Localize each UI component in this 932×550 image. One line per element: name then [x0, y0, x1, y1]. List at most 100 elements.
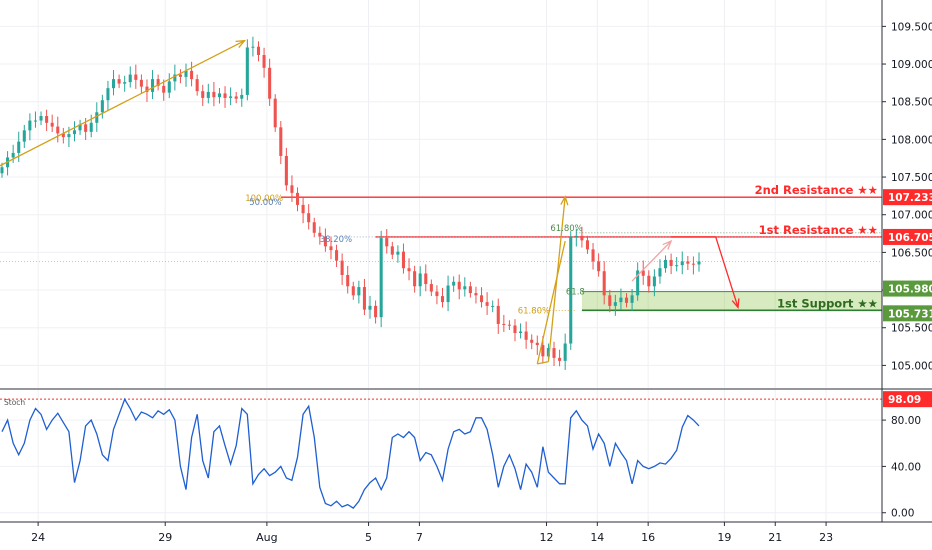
candle-body	[541, 345, 545, 357]
candle-body	[680, 261, 684, 266]
candle-body	[641, 270, 645, 276]
candle-body	[95, 112, 99, 123]
candle-body	[190, 70, 194, 80]
candle-body	[664, 259, 668, 269]
candle-body	[697, 261, 701, 265]
candle-body	[212, 91, 216, 98]
support-zone-price-badge: 105.980	[888, 284, 932, 296]
stoch-y-tick-label: 40.00	[891, 461, 921, 473]
candle-body	[440, 296, 445, 303]
fib-label: 61.80%	[550, 224, 582, 234]
fib-label: 61.80%	[518, 306, 550, 316]
fib-label: 38.20%	[320, 235, 352, 245]
resistance-1-label: 1st Resistance ★★	[759, 223, 878, 237]
candle-body	[301, 204, 305, 214]
candle-body	[39, 116, 43, 121]
forecast-arrow	[715, 236, 739, 308]
candles	[0, 36, 701, 370]
candle-body	[195, 79, 199, 92]
x-tick-label: 16	[641, 531, 655, 544]
candle-body	[468, 286, 472, 294]
candle-body	[346, 274, 350, 287]
candle-body	[669, 259, 673, 266]
candle-body	[418, 273, 422, 287]
candle-body	[452, 281, 456, 286]
candle-body	[262, 54, 266, 68]
fib-leg	[536, 240, 566, 365]
x-tick-label: 12	[539, 531, 553, 544]
candle-body	[390, 246, 394, 255]
candle-body	[619, 297, 623, 303]
trend-arrow-head	[235, 39, 247, 48]
x-tick-label: 23	[819, 531, 833, 544]
candle-body	[608, 295, 612, 306]
candle-body	[602, 271, 606, 296]
candle-body	[580, 235, 584, 241]
candle-body	[485, 302, 489, 306]
candle-body	[530, 339, 534, 343]
level-labels: 107.233 106.705 105.980 105.731 98.09 2nd Res…	[755, 183, 932, 408]
candle-body	[223, 93, 227, 98]
candle-body	[89, 122, 93, 132]
candle-body	[585, 240, 590, 250]
candle-body	[368, 305, 372, 310]
candle-body	[206, 91, 210, 98]
candle-body	[658, 268, 662, 277]
candle-body	[513, 325, 517, 334]
candle-body	[50, 122, 54, 127]
candle-body	[569, 236, 573, 344]
candle-body	[413, 271, 417, 287]
stoch-y-tick-label: 80.00	[891, 415, 921, 427]
candle-body	[597, 261, 601, 272]
candle-body	[145, 86, 149, 92]
candle-body	[496, 305, 500, 324]
stoch-line	[1, 397, 700, 509]
candle-body	[22, 130, 26, 142]
candle-body	[647, 275, 651, 287]
candle-body	[340, 260, 344, 275]
x-tick-label: 7	[416, 531, 423, 544]
stoch-y-tick-label: 0.00	[891, 508, 914, 520]
y-tick-label: 107.000	[891, 210, 932, 222]
fib-up-arrow-head	[560, 194, 569, 206]
y-tick-label: 109.000	[891, 59, 932, 71]
candle-body	[362, 287, 366, 310]
candle-body	[234, 96, 238, 99]
candle-body	[435, 291, 439, 297]
candle-body	[396, 251, 400, 255]
candle-body	[134, 74, 138, 80]
candle-body	[591, 249, 595, 262]
candle-body	[268, 67, 272, 99]
candle-body	[178, 74, 182, 77]
candle-body	[491, 305, 495, 307]
support-price-badge: 105.731	[888, 308, 932, 320]
candle-body	[379, 238, 383, 318]
candle-body	[229, 96, 233, 98]
candle-body	[563, 343, 567, 361]
candle-body	[675, 265, 679, 267]
candle-body	[117, 79, 121, 84]
candle-body	[295, 192, 300, 205]
candle-body	[167, 81, 171, 93]
resistance-2-price-badge: 107.233	[888, 192, 932, 204]
y-tick-label: 108.000	[891, 134, 932, 146]
candle-body	[429, 284, 433, 292]
y-tick-label: 107.500	[891, 172, 932, 184]
candle-body	[312, 222, 316, 233]
candle-body	[173, 74, 177, 82]
candle-body	[28, 120, 32, 131]
support-zone-price-badge-bg	[883, 280, 932, 297]
candle-body	[128, 74, 132, 83]
fib-label: 50.00%	[249, 198, 281, 208]
candle-body	[558, 357, 562, 361]
support-label: 1st Support ★★	[777, 296, 878, 310]
candle-body	[574, 235, 578, 237]
resistance-1-price-badge: 106.705	[888, 232, 932, 244]
resistance-2-label: 2nd Resistance ★★	[755, 183, 878, 197]
candle-body	[56, 126, 60, 134]
candle-body	[273, 98, 277, 128]
candle-body	[446, 285, 450, 303]
candle-body	[100, 100, 104, 113]
